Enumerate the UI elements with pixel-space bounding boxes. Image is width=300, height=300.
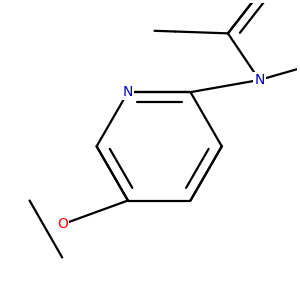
Text: N: N	[123, 85, 133, 99]
Text: N: N	[254, 73, 265, 87]
Text: O: O	[57, 218, 68, 231]
